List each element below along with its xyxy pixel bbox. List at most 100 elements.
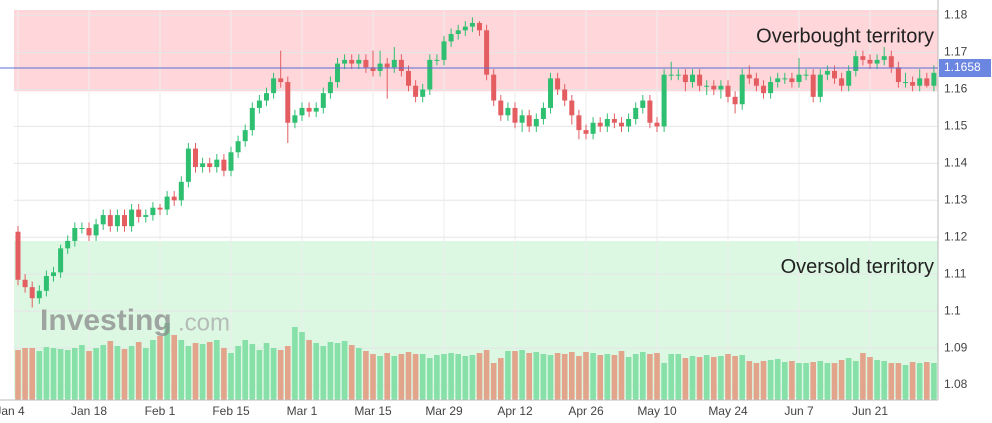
candle-body xyxy=(817,74,823,97)
volume-bar xyxy=(434,355,440,400)
volume-bar xyxy=(874,360,880,400)
candle-body xyxy=(292,115,298,123)
volume-bar xyxy=(50,348,57,400)
volume-bar xyxy=(732,356,738,400)
candle-body xyxy=(533,119,539,127)
y-tick-label: 1.09 xyxy=(944,340,968,354)
volume-bar xyxy=(157,336,163,400)
candle-body xyxy=(178,181,184,201)
watermark-brand: Investing xyxy=(40,304,172,337)
candle-body xyxy=(58,248,64,273)
candle-body xyxy=(583,130,589,134)
candle-body xyxy=(29,287,35,299)
candle-body xyxy=(36,290,42,299)
candle-body xyxy=(633,107,639,120)
volume-bar xyxy=(505,351,511,400)
candle-body xyxy=(150,207,156,216)
x-tick-label: May 10 xyxy=(637,404,677,418)
candle-body xyxy=(129,209,135,227)
volume-bar xyxy=(767,360,774,400)
candle-body xyxy=(498,100,504,116)
volume-bar xyxy=(348,345,355,400)
candle-body xyxy=(477,22,482,31)
volume-bar xyxy=(711,357,717,400)
volume-bar xyxy=(448,353,454,400)
volume-bar xyxy=(192,343,199,400)
volume-bar xyxy=(853,361,859,400)
candle-body xyxy=(335,63,340,83)
volume-bar xyxy=(703,355,710,400)
volume-bar xyxy=(235,346,241,400)
candle-body xyxy=(398,59,404,71)
volume-bar xyxy=(72,348,78,400)
volume-bar xyxy=(384,353,390,400)
candle-body xyxy=(647,100,653,123)
candle-body xyxy=(249,107,255,131)
volume-bar xyxy=(256,350,263,400)
candle-body xyxy=(86,228,92,236)
volume-bar xyxy=(327,342,334,400)
volume-bar xyxy=(760,361,767,400)
volume-bar xyxy=(817,361,824,400)
candle-body xyxy=(789,78,795,83)
volume-bar xyxy=(398,354,405,400)
volume-bar xyxy=(512,351,518,400)
volume-bar xyxy=(824,363,831,400)
y-tick-label: 1.18 xyxy=(944,8,968,22)
candle-body xyxy=(526,115,532,127)
volume-bar xyxy=(675,354,682,400)
volume-bar xyxy=(782,362,788,400)
candle-body xyxy=(363,59,369,68)
candle-body xyxy=(761,85,766,94)
candle-body xyxy=(313,107,319,112)
candle-body xyxy=(888,56,894,68)
x-tick-label: Jan 18 xyxy=(71,404,107,418)
volume-bar xyxy=(150,340,156,400)
volume-bar xyxy=(405,352,412,400)
candle-body xyxy=(51,272,56,277)
candle-body xyxy=(320,93,326,108)
candle-body xyxy=(903,82,908,84)
volume-bar xyxy=(121,349,128,400)
candle-body xyxy=(469,22,475,27)
volume-bar xyxy=(533,352,540,400)
volume-bar xyxy=(249,344,256,400)
plot xyxy=(15,17,937,400)
candle-body xyxy=(548,78,553,108)
candle-body xyxy=(327,82,333,94)
x-tick-label: May 24 xyxy=(708,404,748,418)
candle-body xyxy=(895,67,901,83)
candle-body xyxy=(860,56,866,60)
candle-body xyxy=(917,78,923,86)
candle-body xyxy=(242,130,248,142)
candle-body xyxy=(739,74,745,105)
volume-bar xyxy=(285,346,291,400)
y-tick-label: 1.08 xyxy=(944,377,968,391)
volume-bar xyxy=(377,356,383,400)
y-tick-label: 1.15 xyxy=(944,119,968,133)
volume-bar xyxy=(64,350,71,400)
candle-body xyxy=(143,215,149,217)
volume-bar xyxy=(838,360,845,400)
volume-bar xyxy=(640,352,646,400)
candle-body xyxy=(874,59,880,64)
candle-body xyxy=(924,78,930,86)
candle-body xyxy=(711,85,717,90)
candle-body xyxy=(484,30,490,75)
candle-body xyxy=(413,85,419,97)
candle-body xyxy=(505,107,511,116)
y-tick-label: 1.17 xyxy=(944,45,968,59)
volume-bar xyxy=(498,358,504,400)
candle-body xyxy=(661,74,667,127)
candle-body xyxy=(732,96,738,105)
volume-bar xyxy=(476,353,483,400)
candle-body xyxy=(682,74,688,83)
candle-body xyxy=(43,276,49,291)
candle-body xyxy=(285,82,291,123)
volume-bar xyxy=(540,354,547,400)
volume-bar xyxy=(547,355,554,400)
volume-bar xyxy=(725,354,731,400)
volume-bar xyxy=(86,351,92,400)
x-tick-label: Apr 26 xyxy=(568,404,604,418)
